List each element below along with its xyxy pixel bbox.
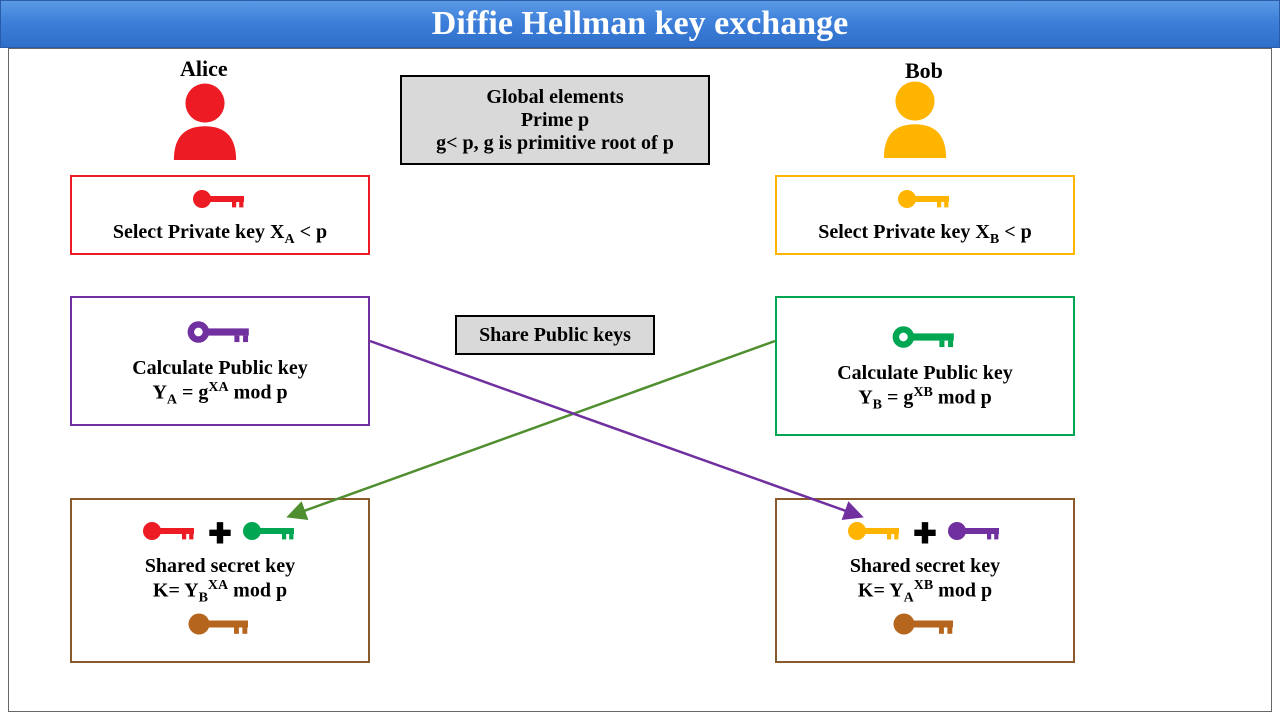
alice-public-key-icon-row: [184, 317, 256, 353]
bob-secret-result-key: [890, 610, 960, 644]
plus-icon: ✚: [208, 517, 231, 551]
alice-private-key-box: Select Private key XA < p: [70, 175, 370, 255]
bob-public-key-icon-row: [889, 322, 961, 358]
bob-secret-line1: Shared secret key: [850, 555, 1000, 578]
bob-private-key-box: Select Private key XB < p: [775, 175, 1075, 255]
key-icon: [185, 610, 255, 644]
title-bar: Diffie Hellman key exchange: [0, 0, 1280, 48]
bob-secret-line2: K= YAXB mod p: [858, 578, 992, 607]
key-icon: [945, 518, 1005, 550]
alice-shared-secret-box: ✚ Shared secret key K= YBXA mod p: [70, 498, 370, 663]
bob-public-line2: YB = gXB mod p: [858, 385, 992, 414]
key-icon: [184, 317, 256, 353]
alice-secret-key-row: ✚: [140, 517, 299, 551]
bob-person-icon: [870, 78, 960, 158]
alice-public-line1: Calculate Public key: [132, 357, 308, 380]
global-elements-box: Global elements Prime p g< p, g is primi…: [400, 75, 710, 165]
alice-public-line2: YA = gXA mod p: [152, 380, 287, 409]
key-icon: [240, 518, 300, 550]
bob-public-key-box: Calculate Public key YB = gXB mod p: [775, 296, 1075, 436]
alice-private-key-icon-row: [189, 187, 251, 217]
alice-public-key-box: Calculate Public key YA = gXA mod p: [70, 296, 370, 426]
key-icon: [889, 322, 961, 358]
plus-icon: ✚: [913, 517, 936, 551]
key-icon: [845, 518, 905, 550]
key-icon: [140, 518, 200, 550]
bob-secret-key-row: ✚: [845, 517, 1004, 551]
alice-secret-line2: K= YBXA mod p: [153, 578, 287, 607]
alice-person-icon: [160, 80, 250, 160]
key-icon: [894, 187, 956, 217]
bob-private-key-icon-row: [894, 187, 956, 217]
alice-secret-line1: Shared secret key: [145, 555, 295, 578]
bob-shared-secret-box: ✚ Shared secret key K= YAXB mod p: [775, 498, 1075, 663]
alice-label: Alice: [180, 56, 228, 82]
page-title: Diffie Hellman key exchange: [432, 5, 848, 43]
alice-private-text: Select Private key XA < p: [113, 221, 327, 248]
share-public-keys-box: Share Public keys: [455, 315, 655, 355]
alice-secret-result-key: [185, 610, 255, 644]
global-line2: Prime p: [521, 109, 589, 132]
key-icon: [189, 187, 251, 217]
key-icon: [890, 610, 960, 644]
share-label: Share Public keys: [479, 324, 631, 347]
global-line1: Global elements: [486, 86, 623, 109]
bob-public-line1: Calculate Public key: [837, 362, 1013, 385]
bob-private-text: Select Private key XB < p: [818, 221, 1031, 248]
global-line3: g< p, g is primitive root of p: [436, 132, 674, 155]
